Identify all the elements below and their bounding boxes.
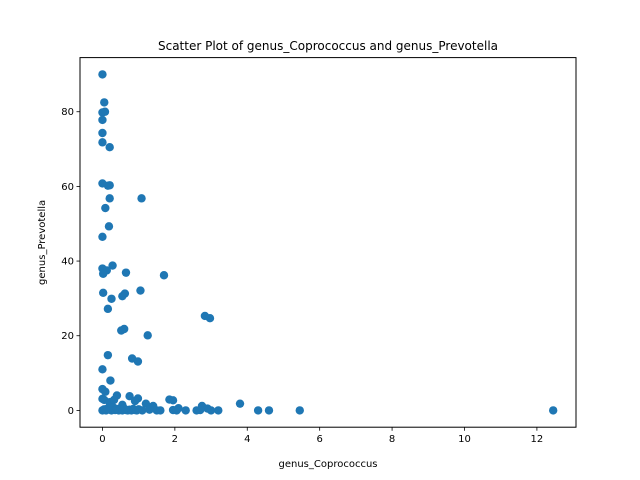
data-point (253, 406, 263, 415)
data-point (98, 108, 107, 117)
data-point (145, 405, 154, 414)
y-tick-label: 80 (61, 107, 74, 118)
plot-frame (79, 57, 577, 428)
x-tick-label: 0 (99, 434, 105, 445)
data-point (98, 232, 107, 241)
y-tick-label: 20 (61, 331, 74, 342)
data-point (137, 194, 146, 203)
data-point (156, 406, 165, 415)
data-point (101, 203, 110, 213)
data-point (98, 70, 107, 79)
data-point (105, 143, 114, 152)
x-tick-label: 6 (316, 434, 322, 445)
data-point (103, 304, 113, 314)
y-tick-label: 0 (68, 406, 74, 417)
data-point (106, 376, 115, 385)
data-point (159, 271, 169, 280)
x-tick-label: 2 (172, 434, 178, 445)
data-point (181, 406, 190, 415)
data-point (101, 387, 110, 396)
data-point (136, 286, 145, 295)
data-point (98, 115, 107, 125)
chart-title: Scatter Plot of genus_Coprococcus and ge… (158, 39, 498, 53)
data-point (196, 405, 205, 415)
data-point (98, 365, 107, 374)
data-point (118, 291, 127, 301)
data-point (214, 406, 223, 415)
data-point (98, 128, 107, 138)
data-point (117, 326, 126, 335)
x-axis-ticks: 0 2 4 6 8 10 12 (99, 427, 543, 445)
data-point (133, 357, 143, 366)
y-tick-label: 60 (61, 182, 74, 193)
data-point (130, 396, 140, 406)
y-axis-label: genus_Prevotella (37, 200, 48, 285)
data-point (121, 268, 131, 277)
data-point (107, 294, 116, 303)
data-point (98, 269, 108, 278)
data-point (105, 181, 114, 190)
data-point (138, 406, 147, 415)
y-axis-ticks: 0 20 40 60 80 (61, 107, 80, 417)
data-point (143, 331, 152, 340)
data-point (98, 138, 107, 147)
data-point (172, 406, 181, 415)
x-tick-label: 10 (458, 434, 471, 445)
data-point (548, 406, 558, 415)
data-point (105, 194, 114, 203)
plot-area (80, 57, 576, 428)
data-point (100, 98, 109, 107)
data-point (205, 313, 215, 323)
x-axis-label: genus_Coprococcus (278, 459, 377, 470)
data-point (125, 392, 134, 401)
data-point (109, 395, 119, 405)
data-point (104, 222, 114, 231)
data-point (235, 399, 245, 408)
x-tick-label: 12 (531, 434, 544, 445)
x-tick-label: 4 (244, 434, 250, 445)
data-points (98, 70, 558, 415)
data-point (98, 179, 107, 188)
data-point (98, 288, 108, 297)
data-point (264, 406, 274, 415)
data-point (108, 261, 117, 270)
data-point (206, 406, 216, 415)
data-point (168, 396, 178, 405)
y-tick-label: 40 (61, 257, 74, 268)
x-tick-label: 8 (389, 434, 395, 445)
data-point (103, 350, 113, 360)
data-point (295, 406, 304, 415)
